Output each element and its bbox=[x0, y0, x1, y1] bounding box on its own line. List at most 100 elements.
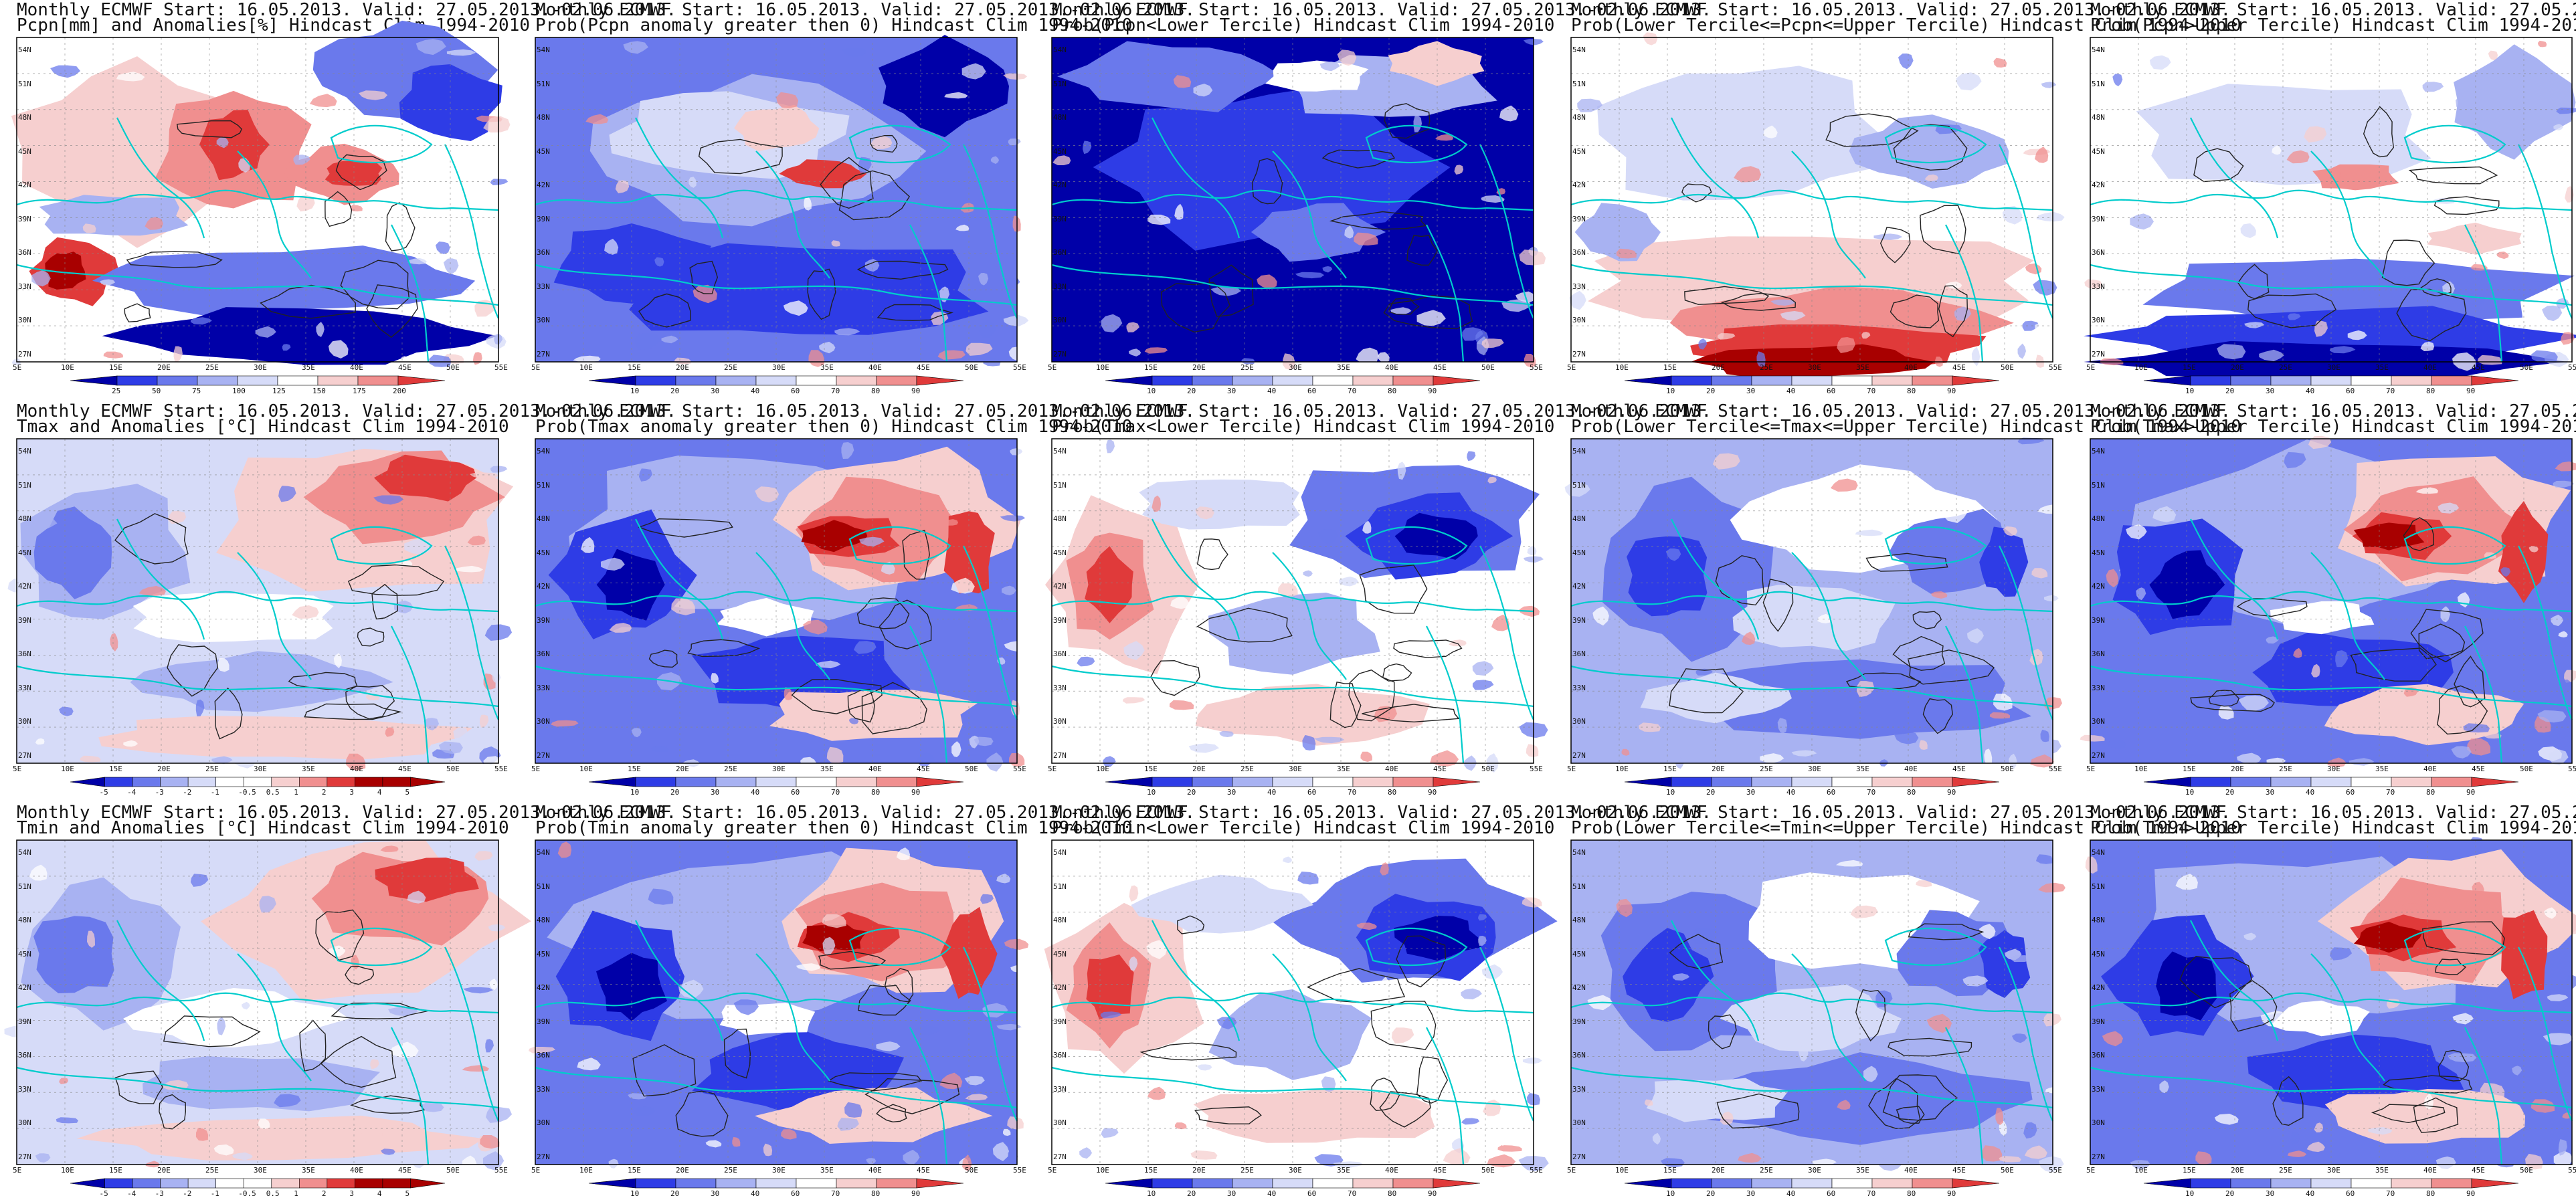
colorbar-label: 20 bbox=[1706, 788, 1716, 797]
field-speckle bbox=[2159, 1080, 2169, 1094]
coastline bbox=[2190, 518, 2279, 640]
contour-line bbox=[1684, 286, 1770, 305]
colorbar-bin bbox=[397, 375, 446, 386]
lon-tick-label: 35E bbox=[820, 363, 834, 372]
field-region bbox=[1574, 203, 1661, 262]
field-speckle bbox=[1360, 751, 1372, 762]
field-region bbox=[33, 916, 114, 993]
contour-line bbox=[2435, 959, 2467, 975]
colorbar-bin bbox=[104, 777, 133, 787]
field-region bbox=[76, 1115, 484, 1161]
lat-tick-label: 27N bbox=[18, 1152, 31, 1161]
lon-tick-label: 5E bbox=[2086, 765, 2096, 773]
lon-tick-label: 30E bbox=[772, 363, 786, 372]
field-speckle bbox=[1472, 661, 1494, 676]
field-speckle bbox=[1688, 1050, 1704, 1064]
lat-tick-label: 39N bbox=[537, 615, 550, 625]
map-frame bbox=[2090, 839, 2573, 1165]
panel-title-line1: Monthly ECMWF Start: 16.05.2013. Valid: … bbox=[1052, 803, 1712, 823]
field-speckle bbox=[651, 746, 669, 752]
colorbar bbox=[2143, 375, 2519, 386]
lat-tick-label: 51N bbox=[18, 79, 31, 88]
contour-line bbox=[1908, 923, 1985, 940]
field-speckle bbox=[2399, 903, 2422, 910]
colorbar-label: 60 bbox=[2346, 788, 2355, 797]
colorbar-bin bbox=[916, 375, 964, 386]
field-speckle bbox=[705, 1140, 722, 1148]
field-speckle bbox=[2272, 145, 2282, 155]
field-speckle bbox=[1856, 681, 1875, 698]
field-speckle bbox=[1756, 351, 1766, 367]
field-speckle bbox=[1197, 1064, 1212, 1071]
lat-tick-label: 27N bbox=[18, 751, 31, 760]
colorbar-bin bbox=[160, 1178, 189, 1189]
colorbar-bin bbox=[1671, 375, 1712, 386]
colorbar-bin bbox=[1912, 1178, 1953, 1189]
contour-line bbox=[260, 284, 357, 319]
colorbar-bin bbox=[70, 375, 118, 386]
field-speckle bbox=[978, 273, 989, 286]
field-speckle bbox=[1993, 58, 2007, 68]
lat-tick-label: 27N bbox=[1572, 751, 1586, 760]
field-speckle bbox=[2553, 480, 2575, 488]
colorbar-label: 70 bbox=[2386, 788, 2395, 797]
contour-line bbox=[1194, 1106, 1262, 1124]
lat-tick-label: 48N bbox=[1572, 514, 1586, 524]
contour-line bbox=[1388, 298, 1420, 315]
colorbar-bin bbox=[1352, 375, 1394, 386]
field-speckle bbox=[2014, 649, 2031, 660]
lat-tick-label: 45N bbox=[1053, 146, 1067, 156]
lat-tick-label: 36N bbox=[1572, 1051, 1586, 1060]
colorbar-bin bbox=[2270, 1178, 2312, 1189]
panel-title-line2: Prob(Lower Tercile<=Pcpn<=Upper Tercile)… bbox=[1571, 15, 2241, 35]
contour-line bbox=[1868, 1078, 1921, 1130]
field-speckle bbox=[480, 1135, 500, 1149]
field-speckle bbox=[732, 1136, 741, 1147]
lat-tick-label: 30N bbox=[1572, 717, 1586, 726]
field-region bbox=[1131, 874, 1313, 934]
lon-tick-label: 15E bbox=[2183, 765, 2196, 773]
field-speckle bbox=[2537, 40, 2547, 47]
colorbar bbox=[70, 777, 446, 787]
field-speckle bbox=[1283, 856, 1293, 864]
lon-tick-label: 50E bbox=[446, 1166, 460, 1175]
field-region bbox=[2427, 222, 2522, 255]
field-region bbox=[615, 243, 989, 335]
colorbar-bin bbox=[715, 375, 757, 386]
colorbar-bin bbox=[1272, 777, 1313, 787]
field-speckle bbox=[1644, 1099, 1653, 1106]
field-speckle bbox=[1195, 506, 1214, 520]
field-speckle bbox=[2293, 647, 2302, 658]
map-panel-r2c5: Monthly ECMWF Start: 16.05.2013. Valid: … bbox=[2080, 401, 2576, 803]
colorbar-bin bbox=[2351, 375, 2392, 386]
field-speckle bbox=[2044, 595, 2059, 602]
colorbar-label: 25 bbox=[112, 387, 121, 395]
colorbar-bin bbox=[1624, 375, 1672, 386]
contour-line bbox=[876, 1104, 907, 1123]
colorbar-bin bbox=[357, 375, 399, 386]
colorbar bbox=[588, 1178, 964, 1189]
lat-tick-label: 33N bbox=[537, 683, 550, 692]
field-speckle bbox=[976, 690, 1002, 704]
field-speckle bbox=[1000, 515, 1026, 522]
lon-tick-label: 35E bbox=[1337, 1166, 1350, 1175]
lon-tick-label: 20E bbox=[676, 1166, 689, 1175]
colorbar-bin bbox=[1831, 375, 1873, 386]
field-speckle bbox=[1981, 1145, 2003, 1162]
coastline bbox=[2090, 264, 2573, 306]
contour-line bbox=[1139, 1042, 1237, 1061]
colorbar-label: 80 bbox=[2426, 1189, 2435, 1198]
lon-tick-label: 15E bbox=[1663, 765, 1677, 773]
colorbar-label: 70 bbox=[2386, 387, 2395, 395]
field-speckle bbox=[110, 633, 118, 651]
lat-tick-label: 42N bbox=[1053, 582, 1067, 591]
lat-tick-label: 51N bbox=[537, 79, 550, 88]
coastline bbox=[2310, 150, 2385, 279]
lat-tick-label: 42N bbox=[2092, 181, 2105, 190]
contour-line bbox=[1669, 934, 1724, 969]
field-speckle bbox=[986, 752, 1004, 772]
map-panel-r2c2: Monthly ECMWF Start: 16.05.2013. Valid: … bbox=[531, 401, 1195, 803]
colorbar-bin bbox=[1624, 777, 1672, 787]
coastline bbox=[2403, 526, 2506, 565]
lon-tick-label: 25E bbox=[205, 1166, 219, 1175]
